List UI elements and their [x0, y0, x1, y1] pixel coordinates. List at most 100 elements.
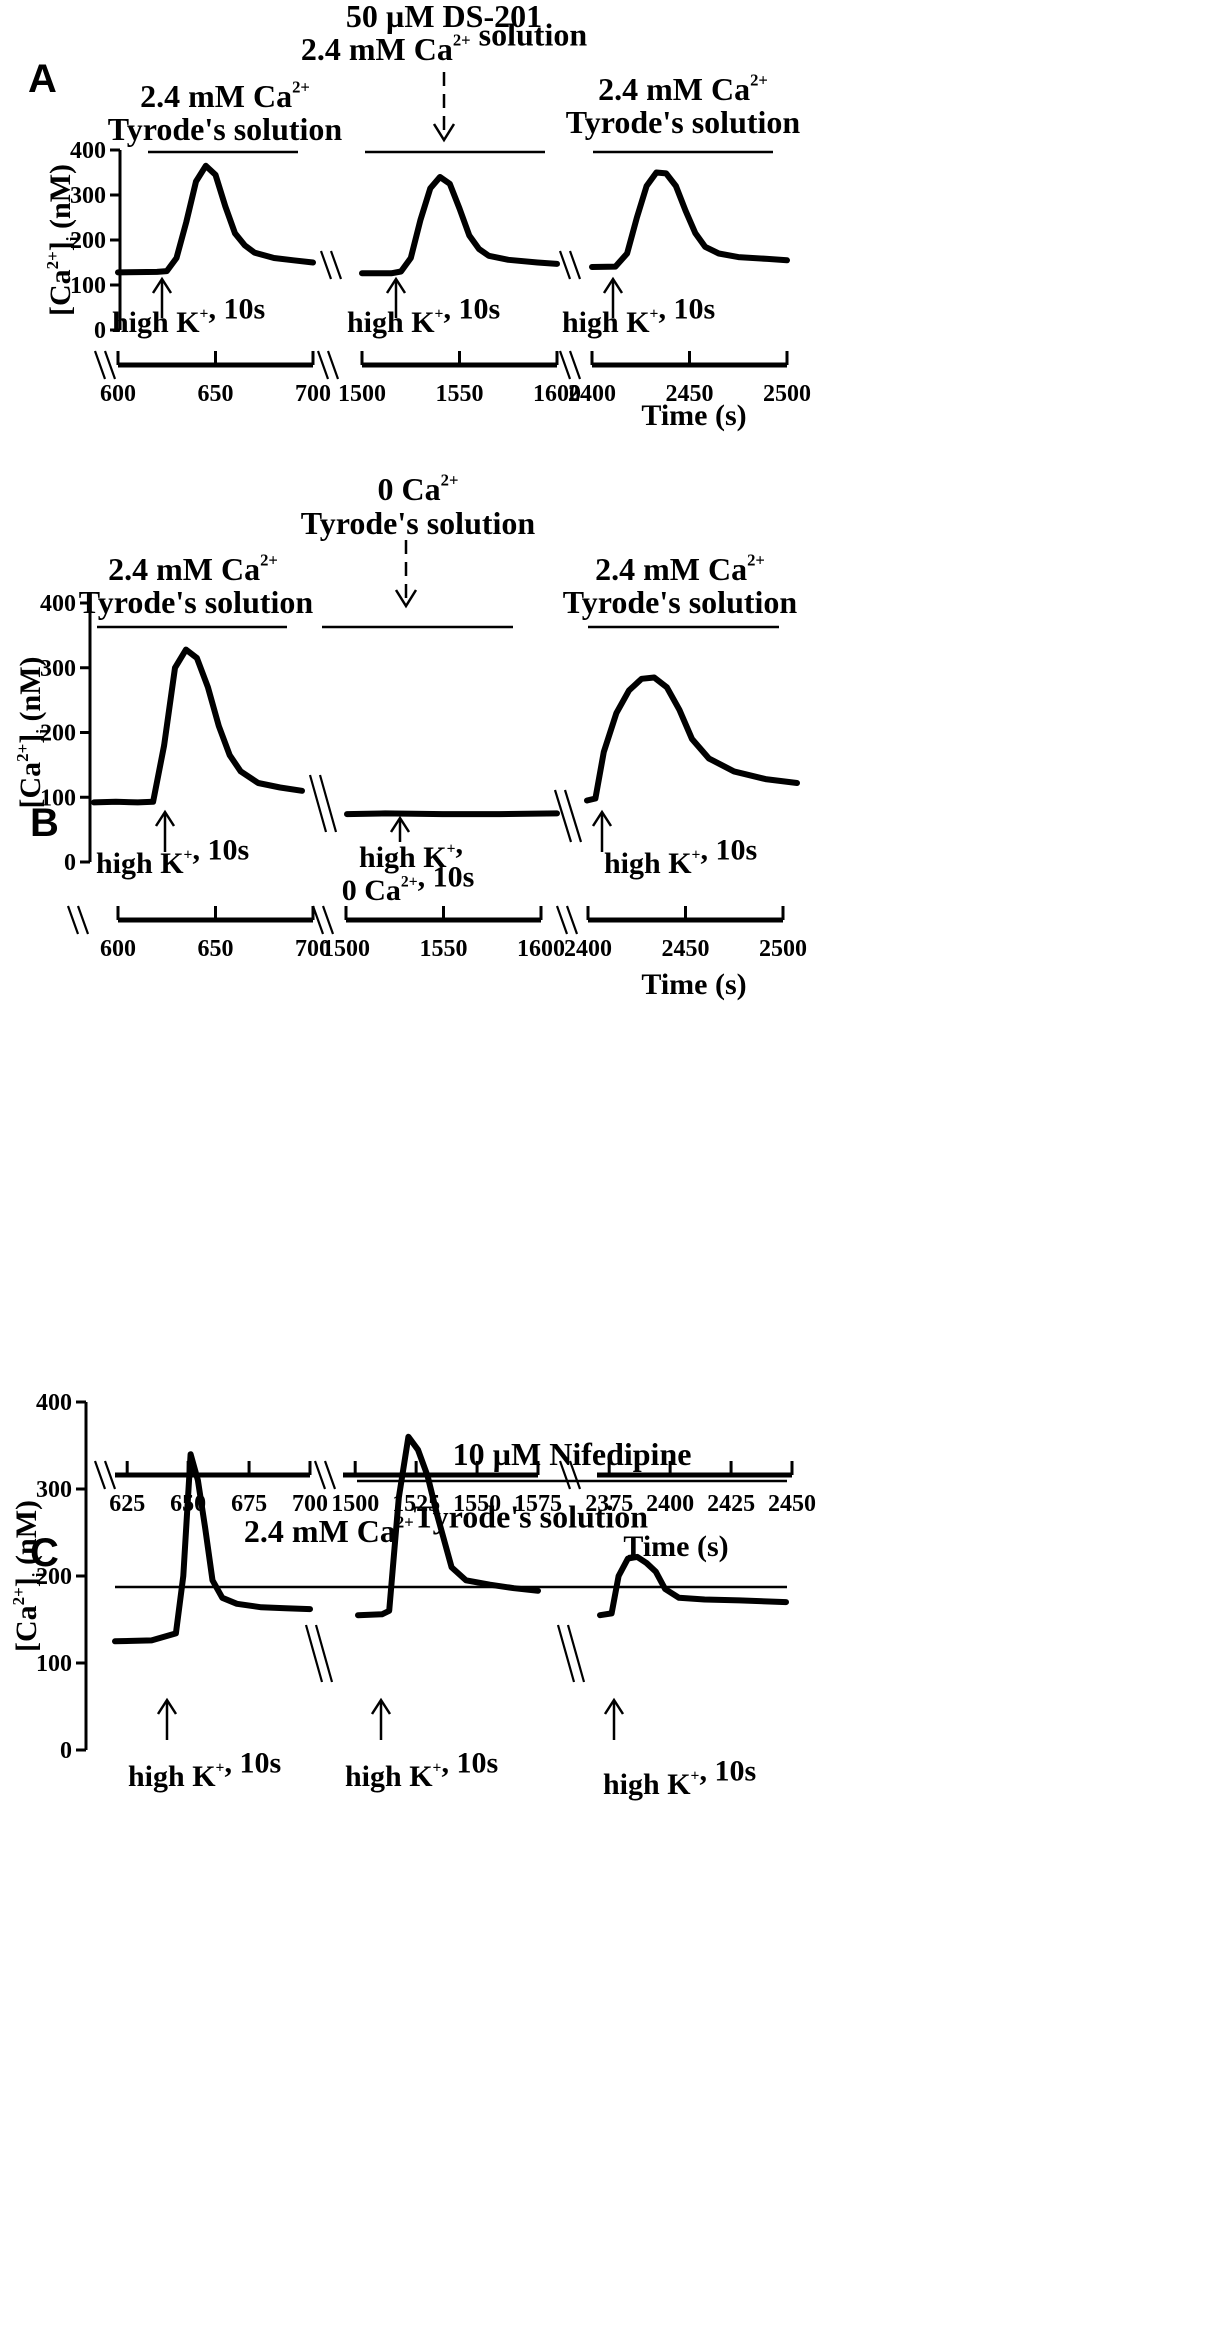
panel-c-trace-break-1-b [314, 1624, 334, 1683]
panel-b-seg3-x-tick-label-2400: 2400 [564, 936, 612, 962]
panel-a-seg3-solution-line2: Tyrode's solution [566, 104, 801, 140]
panel-c-axis-break-2-b [323, 1460, 337, 1490]
panel-c-seg1-x-tick-label-700: 700 [292, 1491, 328, 1517]
panel-a-axis-break-2-b [326, 350, 340, 380]
panel-b-seg3-x-tick-label-2450: 2450 [662, 936, 710, 962]
panel-c-x-axis-label: Time (s) [623, 1530, 728, 1563]
panel-b-seg1-solution-line1: 2.4 mM Ca2+ [108, 551, 278, 587]
panel-c-seg2-trace [355, 1433, 541, 1619]
panel-c-stim-arrow-2-head [370, 1697, 392, 1715]
panel-c-axis-break-3-b [568, 1460, 582, 1490]
panel-b-y-tick-label-200: 200 [40, 721, 76, 747]
panel-c-seg2-x-tick-label-1500: 1500 [331, 1491, 379, 1517]
panel-c-y-tick-label-0: 0 [60, 1738, 72, 1764]
panel-a-drug-arrow-head [432, 123, 456, 143]
panel-c-y-tick-label-200: 200 [36, 1564, 72, 1590]
panel-c-seg2-x-tick-label-1550: 1550 [453, 1491, 501, 1517]
panel-b-seg3-trace [584, 674, 800, 804]
panel-b-axis-break-1-a [66, 905, 80, 935]
panel-b-seg1-trace [91, 646, 305, 806]
panel-c-axis-break-2-a [313, 1460, 327, 1490]
panel-b-axis-break-3-a [555, 905, 569, 935]
panel-c-axis-break-3-a [558, 1460, 572, 1490]
panel-a-x-axis-label: Time (s) [641, 399, 746, 432]
panel-c-seg3-x-tick-label-2450: 2450 [768, 1491, 816, 1517]
panel-a-axis-break-3-a [558, 350, 572, 380]
panel-a-axis-break-2-a [316, 350, 330, 380]
panel-c-seg1-stimulus-label: high K+, 10s [128, 1747, 281, 1794]
panel-a-stim-arrow-3-head [602, 276, 624, 294]
panel-b-stim-arrow-2-head [389, 815, 411, 833]
panel-c-y-tick-label-400: 400 [36, 1390, 72, 1416]
panel-b-seg2-solution-line1: 0 Ca2+ [378, 471, 459, 507]
panel-a-seg2-x-tick-label-1550: 1550 [436, 381, 484, 407]
panel-c-seg2-x-tick-label-1575: 1575 [514, 1491, 562, 1517]
panel-c-seg3-x-tick-label-2375: 2375 [585, 1491, 633, 1517]
panel-c-seg2-stimulus-label: high K+, 10s [345, 1747, 498, 1794]
panel-a-seg1-x-tick-label-650: 650 [198, 381, 234, 407]
panel-b-axis-break-1-b [76, 905, 90, 935]
panel-c-stim-arrow-1-head [156, 1697, 178, 1715]
panel-a-seg1-stimulus-label: high K+, 10s [112, 293, 265, 340]
panel-b-seg3-x-tick-label-2500: 2500 [759, 936, 807, 962]
panel-a-seg2-solution-line2: 2.4 mM Ca2+ solution [301, 17, 587, 67]
panel-a-seg2-x-tick-label-1500: 1500 [338, 381, 386, 407]
panel-b-seg2-stimulus-line1: high K+, [359, 828, 463, 875]
panel-b-trace-break-2-b [563, 789, 583, 843]
panel-b-trace-break-1-b [318, 774, 338, 833]
panel-b-axis-break-2-a [311, 905, 325, 935]
panel-a-y-axis-label: [Ca2+]i (nM) [43, 164, 82, 316]
panel-a-seg3-stimulus-label: high K+, 10s [562, 293, 715, 340]
panel-a-trace-break-1-b [329, 250, 343, 280]
panel-c-y-tick-label-100: 100 [36, 1651, 72, 1677]
panel-c-seg3-x-tick-label-2400: 2400 [646, 1491, 694, 1517]
panel-a-stim-arrow-1-head [151, 276, 173, 294]
panel-b-seg3-solution-line2: Tyrode's solution [563, 584, 798, 620]
panel-c-seg3-trace [597, 1553, 789, 1619]
panel-a-y-tick-label-0: 0 [94, 318, 106, 344]
panel-c-stim-arrow-3-head [603, 1697, 625, 1715]
panel-c-y-axis-label: [Ca2+]i (nM) [9, 1500, 48, 1652]
panel-b-seg2-solution-line2: Tyrode's solution [301, 505, 536, 541]
panel-label-a: A [28, 57, 57, 101]
panel-a-seg1-solution-line1: 2.4 mM Ca2+ [140, 78, 310, 114]
panel-b-seg2-stimulus-line2: 0 Ca2+, 10s [342, 861, 475, 908]
panel-a-y-tick-label-200: 200 [70, 228, 106, 254]
panel-label-b: B [30, 801, 59, 845]
panel-b-y-axis-label: [Ca2+]i (nM) [13, 656, 52, 808]
panel-b-y-tick-label-100: 100 [40, 785, 76, 811]
panel-b-axis-break-3-b [565, 905, 579, 935]
panel-b-seg1-x-tick-label-600: 600 [100, 936, 136, 962]
panel-c-trace-break-2-a [556, 1624, 576, 1683]
panel-c-trace-break-2-b [566, 1624, 586, 1683]
panel-c-seg1-trace [112, 1451, 313, 1645]
panel-b-seg2-trace [344, 810, 560, 818]
panel-b-seg2-x-tick-label-1600: 1600 [517, 936, 565, 962]
panel-a-seg2-trace [359, 174, 560, 277]
panel-b-y-tick-label-0: 0 [64, 850, 76, 876]
panel-label-c: C [30, 1531, 59, 1575]
panel-b-stim-arrow-3-head [591, 809, 613, 827]
panel-b-axis-break-2-b [321, 905, 335, 935]
panel-c-seg3-x-tick-label-2425: 2425 [707, 1491, 755, 1517]
panel-b-stim-arrow-1-head [154, 809, 176, 827]
panel-b-x-axis-label: Time (s) [641, 968, 746, 1001]
panel-c-seg3-stimulus-label: high K+, 10s [603, 1755, 756, 1802]
panel-a-axis-break-1-b [103, 350, 117, 380]
panel-a-seg3-x-tick-label-2500: 2500 [763, 381, 811, 407]
panel-b-seg2-x-tick-label-1550: 1550 [420, 936, 468, 962]
panel-a-seg2-stimulus-label: high K+, 10s [347, 293, 500, 340]
panel-c-seg1-x-tick-label-675: 675 [231, 1491, 267, 1517]
panel-a-seg1-trace [115, 162, 316, 276]
panel-a-trace-break-2-b [568, 250, 582, 280]
panel-a-y-tick-label-300: 300 [70, 183, 106, 209]
panel-a-axis-break-1-a [93, 350, 107, 380]
panel-a-seg3-x-tick-label-2450: 2450 [666, 381, 714, 407]
panel-c-axis-break-1-a [93, 1460, 107, 1490]
panel-a-seg1-x-tick-label-600: 600 [100, 381, 136, 407]
panel-b-seg1-solution-line2: Tyrode's solution [79, 584, 314, 620]
panel-b-trace-break-1-a [308, 774, 328, 833]
panel-b-seg1-x-tick-label-650: 650 [198, 936, 234, 962]
panel-a-trace-break-2-a [558, 250, 572, 280]
